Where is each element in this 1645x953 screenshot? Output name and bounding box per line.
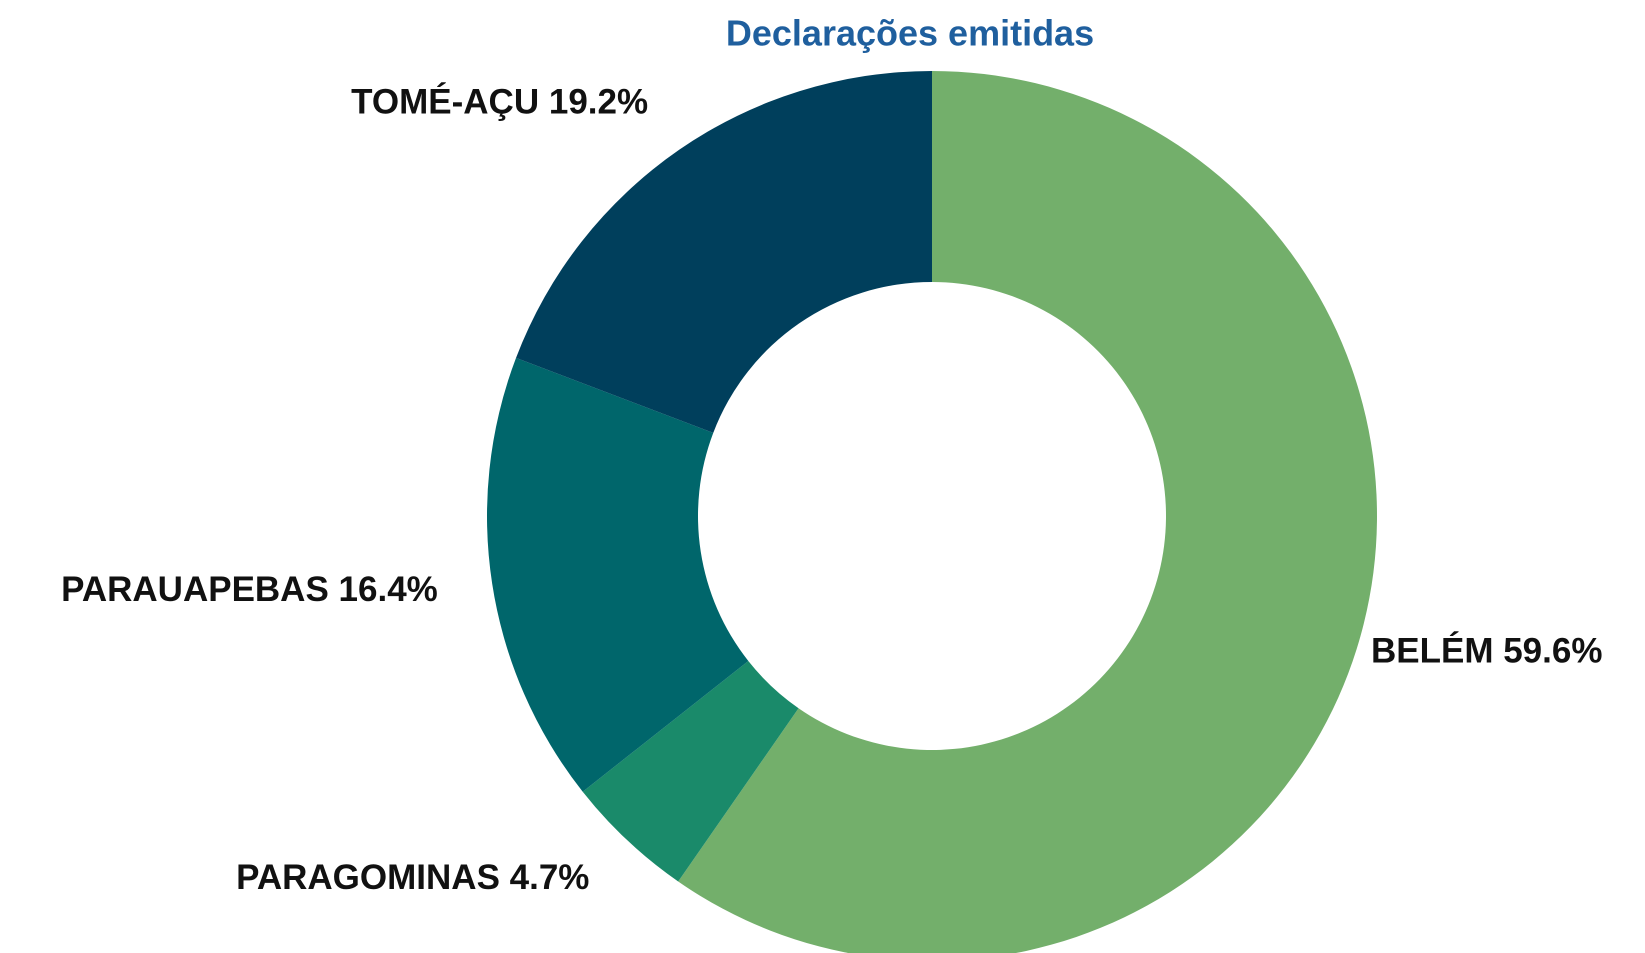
slice-value: 4.7% — [510, 858, 590, 897]
slice-value: 19.2% — [549, 83, 648, 122]
slice-value: 16.4% — [339, 570, 438, 609]
slice-category: TOMÉ-AÇU — [351, 82, 539, 122]
donut-slice — [678, 71, 1377, 953]
slice-label: PARAGOMINAS 4.7% — [236, 858, 589, 897]
slice-label: PARAUAPEBAS 16.4% — [61, 570, 438, 609]
slice-category: BELÉM — [1371, 631, 1494, 671]
slice-category: PARAGOMINAS — [236, 858, 500, 897]
slice-label: BELÉM 59.6% — [1371, 631, 1602, 671]
chart-title: Declarações emitidas — [726, 13, 1094, 54]
slice-value: 59.6% — [1503, 632, 1602, 671]
slice-category: PARAUAPEBAS — [61, 570, 329, 609]
donut-slice — [516, 71, 932, 433]
donut-slice — [487, 357, 749, 792]
donut-slice — [582, 660, 799, 882]
slice-label: TOMÉ-AÇU 19.2% — [351, 82, 648, 122]
